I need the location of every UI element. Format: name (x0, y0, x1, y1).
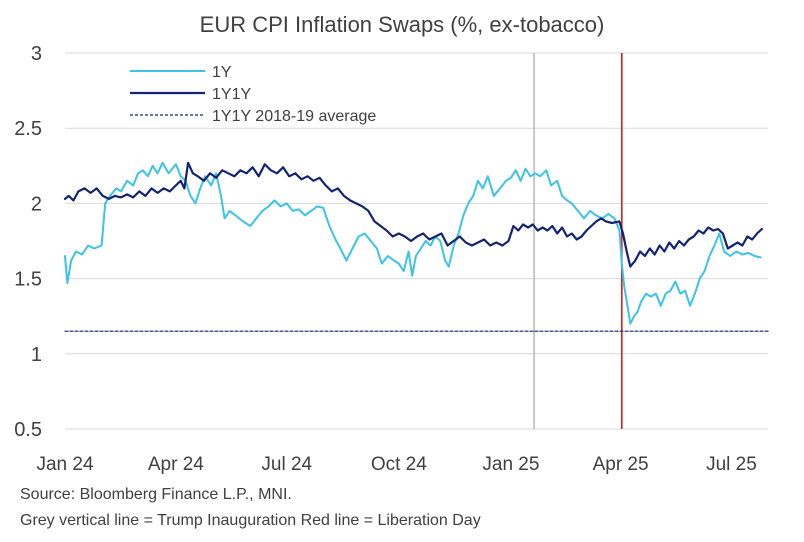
legend-label-3: 1Y1Y 2018-19 average (212, 108, 376, 125)
x-tick-label: Jan 25 (482, 454, 539, 475)
chart-title: EUR CPI Inflation Swaps (%, ex-tobacco) (199, 12, 605, 37)
series-lines (63, 161, 769, 332)
y-tick-label: 2.5 (14, 118, 42, 140)
series-1y1y-line (63, 161, 763, 268)
x-tick-label: Jul 24 (261, 454, 312, 475)
x-tick-label: Apr 24 (148, 454, 204, 475)
x-tick-label: Oct 24 (371, 454, 427, 475)
y-axis-labels: 0.5 1 1.5 2 2.5 3 (14, 43, 42, 441)
source-note: Source: Bloomberg Finance L.P., MNI. (20, 486, 292, 503)
x-tick-label: Jul 25 (706, 454, 757, 475)
y-tick-label: 2 (31, 193, 42, 215)
y-tick-label: 0.5 (14, 419, 42, 441)
x-tick-label: Jan 24 (36, 454, 93, 475)
event-lines (533, 53, 623, 429)
legend-label-1: 1Y (212, 64, 232, 81)
y-tick-label: 3 (31, 43, 42, 65)
series-1y-line (64, 161, 762, 325)
x-axis-labels: Jan 24 Apr 24 Jul 24 Oct 24 Jan 25 Apr 25 Jul … (36, 454, 756, 475)
y-tick-label: 1 (31, 344, 42, 366)
x-tick-label: Apr 25 (593, 454, 649, 475)
gridlines (65, 52, 768, 430)
y-tick-label: 1.5 (14, 269, 42, 291)
legend-label-2: 1Y1Y (212, 86, 251, 103)
event-lines-note: Grey vertical line = Trump Inauguration … (20, 512, 481, 529)
